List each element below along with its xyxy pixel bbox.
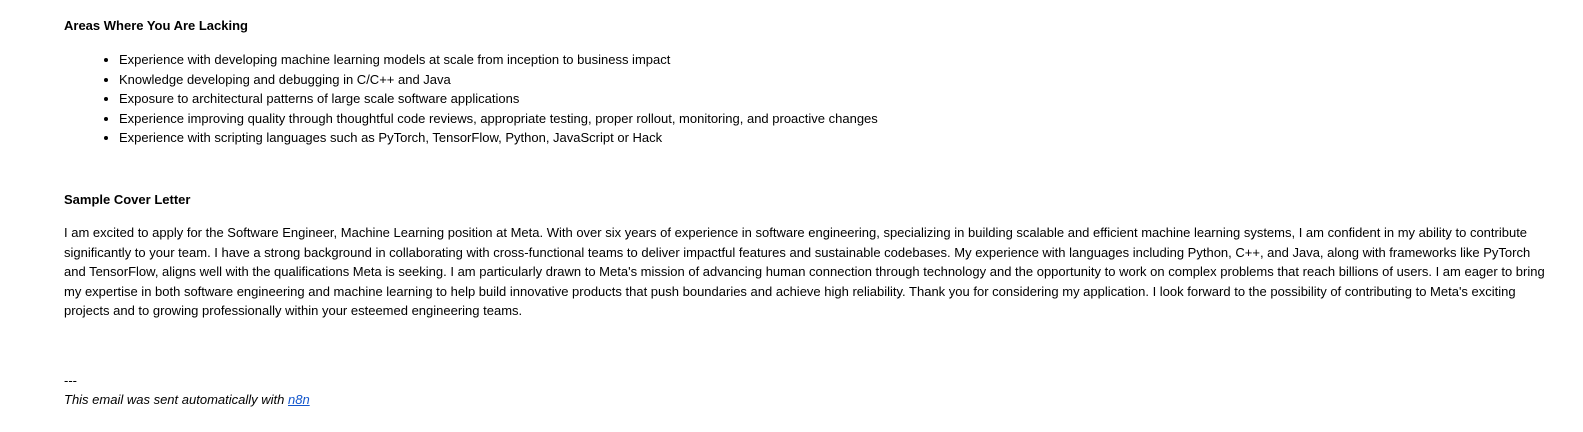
list-item: Experience improving quality through tho… [119,109,878,129]
lacking-list: Experience with developing machine learn… [64,50,878,148]
footer-separator: --- [64,373,77,388]
cover-letter-body: I am excited to apply for the Software E… [64,225,1545,318]
list-item: Exposure to architectural patterns of la… [119,89,878,109]
list-item: Experience with scripting languages such… [119,128,878,148]
list-item: Experience with developing machine learn… [119,50,878,70]
cover-letter-heading: Sample Cover Letter [64,192,191,207]
footer-text: This email was sent automatically with [64,392,288,407]
lacking-heading: Areas Where You Are Lacking [64,18,248,33]
footer-note: This email was sent automatically with n… [64,391,310,409]
list-item: Knowledge developing and debugging in C/… [119,70,878,90]
n8n-link[interactable]: n8n [287,392,310,407]
